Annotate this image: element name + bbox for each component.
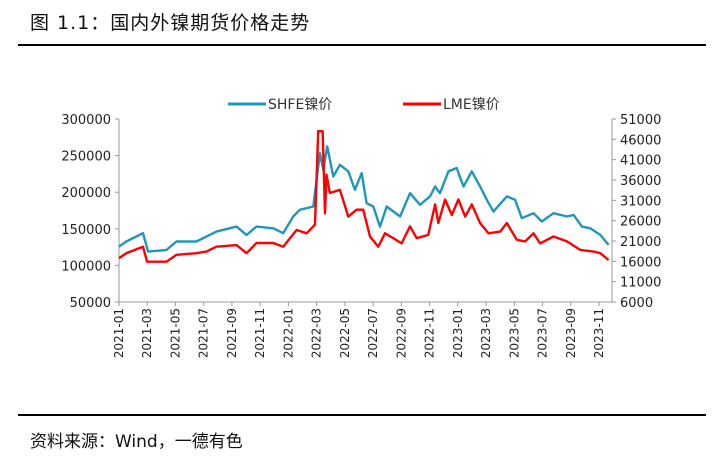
right-tick-label: 26000 [620,215,661,230]
bottom-rule [18,414,706,416]
left-tick-label: 250000 [61,150,111,165]
left-tick-label: 100000 [61,259,111,274]
x-tick-label: 2021-07 [197,308,211,358]
series-line-lme [118,129,610,263]
top-rule [18,44,706,46]
x-tick-label: 2022-01 [281,308,295,358]
figure-title: 图 1.1：国内外镍期货价格走势 [30,12,311,34]
x-tick-label: 2021-01 [112,308,126,358]
legend-lme-label: LME镍价 [443,97,500,113]
left-tick-label: 200000 [61,186,111,201]
right-tick-label: 21000 [620,235,661,250]
x-tick-label: 2023-01 [451,308,465,358]
x-tick-label: 2023-03 [479,308,493,358]
legend-shfe-label: SHFE镍价 [268,97,332,113]
right-tick-label: 36000 [620,174,661,189]
series-line-shfe [118,145,610,253]
x-tick-label: 2021-05 [168,308,182,358]
x-tick-label: 2021-11 [253,308,267,358]
right-tick-label: 6000 [620,296,653,311]
x-tick-label: 2022-11 [423,308,437,358]
x-tick-label: 2021-09 [225,308,239,358]
right-tick-label: 11000 [620,276,661,291]
x-tick-label: 2023-09 [564,308,578,358]
x-tick-label: 2022-09 [394,308,408,358]
right-tick-label: 46000 [620,133,661,148]
x-tick-label: 2023-11 [592,308,606,358]
x-tick-label: 2023-05 [507,308,521,358]
left-tick-label: 150000 [61,223,111,238]
source-note: 资料来源：Wind，一德有色 [30,432,243,452]
right-tick-label: 41000 [620,154,661,169]
left-tick-label: 50000 [70,296,111,311]
left-tick-label: 300000 [61,113,111,128]
x-tick-label: 2022-05 [338,308,352,358]
right-tick-label: 51000 [620,113,661,128]
right-tick-label: 16000 [620,255,661,270]
x-tick-label: 2023-07 [536,308,550,358]
right-tick-label: 31000 [620,194,661,209]
x-tick-label: 2021-03 [140,308,154,358]
x-tick-label: 2022-03 [310,308,324,358]
x-tick-label: 2022-07 [366,308,380,358]
